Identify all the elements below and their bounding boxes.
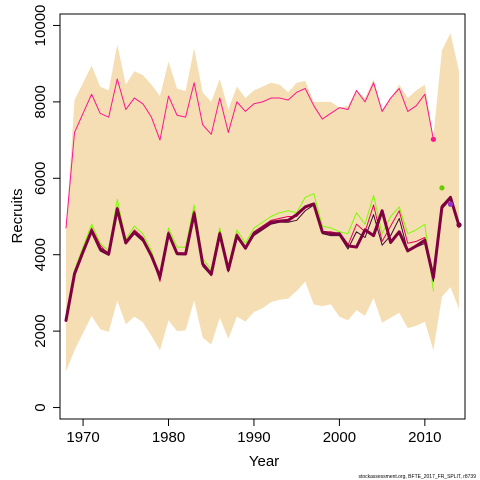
x-tick-label-2000: 2000 (323, 429, 356, 446)
data-point-2011 (430, 136, 436, 142)
y-axis-title: Recruits (9, 188, 26, 243)
confidence-band (65, 33, 460, 372)
credit-text: stockassessment.org, BFTE_2017_FR_SPLIT,… (358, 474, 476, 480)
y-tick-label-10000: 10000 (32, 5, 49, 47)
series-line-4 (64, 195, 461, 322)
y-tick-label-2000: 2000 (32, 314, 49, 347)
y-axis: 0 2000 4000 6000 8000 10000 (32, 5, 60, 412)
band-layer (65, 33, 460, 372)
y-tick-label-0: 0 (32, 403, 49, 411)
data-point-2013 (447, 201, 454, 207)
data-point-2012 (439, 185, 445, 191)
y-tick-label-8000: 8000 (32, 85, 49, 118)
data-point-2014 (456, 222, 462, 228)
x-tick-label-1980: 1980 (152, 429, 185, 446)
x-tick-label-1970: 1970 (66, 429, 99, 446)
x-axis-title: Year (249, 453, 279, 470)
x-tick-label-1990: 1990 (237, 429, 270, 446)
series-layer (64, 78, 461, 322)
x-tick-label-2010: 2010 (408, 429, 441, 446)
x-axis: 1970 1980 1990 2000 2010 (66, 419, 442, 446)
y-tick-label-6000: 6000 (32, 162, 49, 195)
plot-frame (59, 13, 466, 420)
points-layer (430, 136, 462, 228)
series-line-1 (65, 193, 434, 321)
y-tick-label-4000: 4000 (32, 238, 49, 271)
series-line-0 (65, 78, 434, 229)
